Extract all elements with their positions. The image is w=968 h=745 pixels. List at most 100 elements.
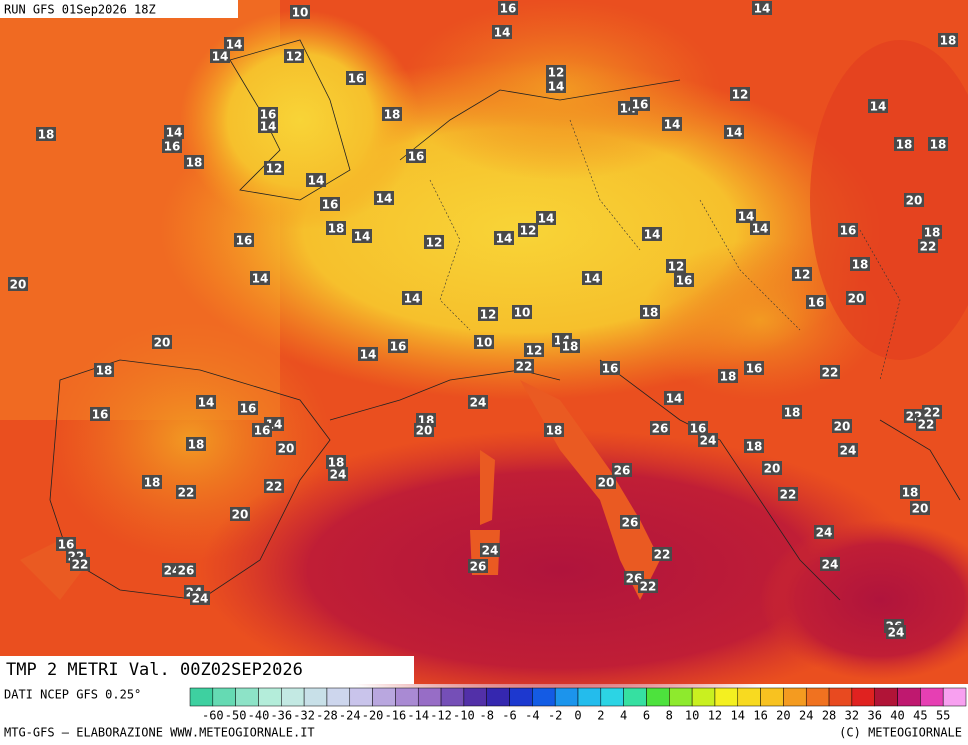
label-box [662, 117, 682, 131]
temperature-label: 16 [240, 402, 257, 416]
temperature-label: 24 [840, 444, 857, 458]
label-box [406, 149, 426, 163]
temperature-label: 12 [526, 344, 543, 358]
label-box [326, 221, 346, 235]
temperature-label: 16 [690, 422, 707, 436]
colorbar-cell [942, 687, 967, 707]
colorbar-label: 36 [867, 709, 881, 723]
label-box [70, 557, 90, 571]
colorbar-cell [805, 687, 830, 707]
temperature-label: 20 [764, 462, 781, 476]
temperature-label: 18 [562, 340, 579, 354]
temperature-label: 14 [166, 126, 183, 140]
temperature-label: 24 [816, 526, 833, 540]
temperature-label: 22 [72, 558, 89, 572]
temperature-label: 18 [940, 34, 957, 48]
label-box [414, 423, 434, 437]
temperature-label: 18 [38, 128, 55, 142]
temperature-label: 22 [822, 366, 839, 380]
colorbar-label: -24 [339, 709, 361, 723]
label-box [938, 33, 958, 47]
label-box [234, 233, 254, 247]
label-box [642, 227, 662, 241]
temperature-label: 20 [848, 292, 865, 306]
label-box [264, 161, 284, 175]
colorbar-label: -10 [453, 709, 475, 723]
temperature-label: 24 [822, 558, 839, 572]
colorbar-cell [737, 687, 761, 707]
colorbar-cell [235, 687, 259, 707]
colorbar-cell [189, 687, 214, 707]
colorbar-cell [600, 687, 624, 707]
temperature-label: 24 [192, 592, 209, 606]
temperature-label: 18 [144, 476, 161, 490]
temperature-label: 24 [888, 626, 905, 640]
colorbar-cell [691, 687, 716, 707]
colorbar-label: 4 [620, 709, 627, 723]
label-box [886, 625, 906, 639]
temperature-label: 18 [746, 440, 763, 454]
temperature-label: 12 [520, 224, 537, 238]
colorbar-label: 6 [643, 709, 650, 723]
label-box [186, 437, 206, 451]
label-box [752, 1, 772, 15]
temperature-label: 24 [700, 434, 717, 448]
title-box [0, 656, 414, 684]
temperature-label: 20 [154, 336, 171, 350]
label-box [718, 369, 738, 383]
colorbar-cell [395, 687, 419, 707]
colorbar-cell [783, 687, 807, 707]
temperature-label: 14 [754, 2, 771, 16]
temperature-label: 16 [676, 274, 693, 288]
label-box [346, 71, 366, 85]
temperature-label: 16 [236, 234, 253, 248]
label-box [494, 231, 514, 245]
temperature-label: 14 [404, 292, 421, 306]
colorbar-cell [281, 687, 305, 707]
temperature-label: 16 [58, 538, 75, 552]
label-box [916, 417, 936, 431]
label-box [388, 339, 408, 353]
colorbar-label: -12 [430, 709, 452, 723]
temperature-label: 14 [664, 118, 681, 132]
colorbar-label: -20 [362, 709, 384, 723]
label-box [838, 443, 858, 457]
label-box [894, 137, 914, 151]
colorbar-cell [897, 687, 921, 707]
temperature-label: 14 [308, 174, 325, 188]
temperature-label: 14 [584, 272, 601, 286]
colorbar-cell [828, 687, 853, 707]
label-box [904, 193, 924, 207]
temperature-label: 22 [918, 418, 935, 432]
temperature-label: 18 [930, 138, 947, 152]
temperature-label: 26 [614, 464, 631, 478]
colorbar-label: -60 [202, 709, 224, 723]
temperature-label: 16 [254, 424, 271, 438]
label-box [544, 423, 564, 437]
colorbar-cell [577, 687, 602, 707]
label-box [196, 395, 216, 409]
label-box [650, 421, 670, 435]
colorbar-cell [509, 687, 533, 707]
colorbar-label: 20 [776, 709, 790, 723]
temperature-label: 22 [640, 580, 657, 594]
temperature-label: 18 [784, 406, 801, 420]
label-box [640, 305, 660, 319]
label-box [90, 407, 110, 421]
label-box [224, 37, 244, 51]
label-box [94, 363, 114, 377]
temperature-label: 24 [470, 396, 487, 410]
label-box [276, 441, 296, 455]
label-box [820, 557, 840, 571]
temperature-label: 22 [266, 480, 283, 494]
label-box [328, 467, 348, 481]
label-box [630, 97, 650, 111]
label-box [560, 339, 580, 353]
temperature-label: 18 [96, 364, 113, 378]
colorbar-cell [303, 687, 328, 707]
colorbar-cell [417, 687, 442, 707]
map-title: TMP 2 METRI Val. 00Z02SEP2026 [6, 660, 303, 680]
label-box [546, 65, 566, 79]
colorbar-cell [212, 687, 236, 707]
